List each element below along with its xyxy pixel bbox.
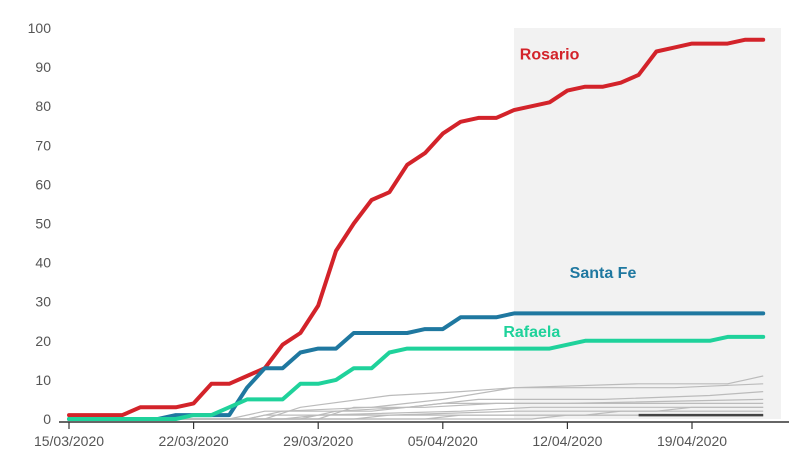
x-axis: 15/03/2020 22/03/2020 29/03/2020 05/04/2020… (34, 421, 789, 449)
series-label-rafaela: Rafaela (503, 324, 560, 341)
x-tick-label: 22/03/2020 (159, 433, 229, 449)
series-line-rosario (67, 37, 766, 418)
background-series-group (69, 375, 764, 420)
series-label-rosario: Rosario (520, 46, 580, 63)
background-series-line (69, 383, 764, 420)
y-tick-label: 60 (35, 176, 51, 192)
y-tick-label: 40 (35, 255, 51, 271)
series-labels: Rosario Santa Fe Rafaela (503, 46, 636, 341)
series-label-santa-fe: Santa Fe (570, 265, 637, 282)
y-tick-label: 70 (35, 137, 51, 153)
x-tick-label: 15/03/2020 (34, 433, 104, 449)
x-tick-label: 19/04/2020 (657, 433, 727, 449)
y-tick-label: 50 (35, 216, 51, 232)
x-tick-label: 05/04/2020 (408, 433, 478, 449)
y-tick-label: 80 (35, 98, 51, 114)
y-tick-label: 100 (28, 20, 52, 36)
y-tick-label: 90 (35, 59, 51, 75)
series-line-rafaela (67, 334, 766, 421)
y-tick-label: 30 (35, 294, 51, 310)
y-tick-label: 0 (43, 411, 51, 427)
y-tick-label: 20 (35, 333, 51, 349)
highlighted-series-group (67, 37, 766, 421)
x-tick-label: 29/03/2020 (283, 433, 353, 449)
x-tick-label: 12/04/2020 (532, 433, 602, 449)
highlight-period-band (514, 28, 781, 419)
y-axis: 0 10 20 30 40 50 60 70 80 90 100 (28, 20, 52, 427)
y-tick-label: 10 (35, 372, 51, 388)
